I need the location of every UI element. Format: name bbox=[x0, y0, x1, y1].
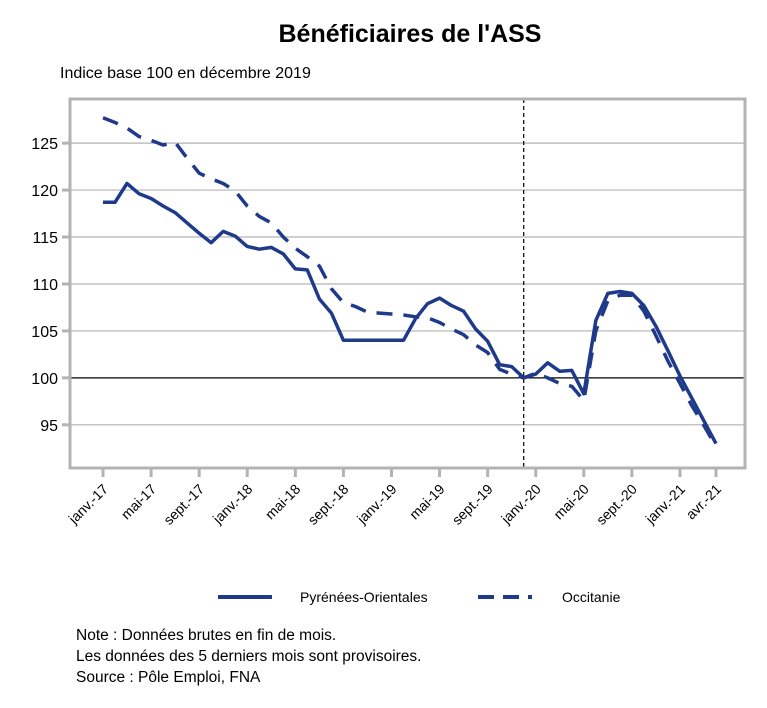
legend-label: Pyrénées-Orientales bbox=[300, 589, 428, 605]
x-tick-label: mai-17 bbox=[118, 481, 160, 523]
x-tick-label: janv.-18 bbox=[209, 481, 256, 528]
x-tick-label: janv.-19 bbox=[353, 481, 400, 528]
legend-label: Occitanie bbox=[562, 589, 621, 605]
y-axis: 95 100 105 110 115 120 125 bbox=[31, 136, 70, 435]
gridlines bbox=[70, 99, 745, 468]
y-tick-label: 95 bbox=[40, 418, 58, 435]
x-tick-label: mai-18 bbox=[262, 481, 304, 523]
note-text: Les données des 5 derniers mois sont pro… bbox=[76, 648, 422, 665]
x-tick-label: sept.-18 bbox=[304, 481, 351, 528]
x-tick-label: janv.-17 bbox=[65, 481, 112, 528]
note-text: Note : Données brutes en fin de mois. bbox=[76, 627, 337, 644]
y-tick-label: 115 bbox=[32, 230, 58, 247]
y-tick-label: 125 bbox=[31, 136, 58, 153]
series-lines bbox=[102, 116, 718, 448]
chart-title: Bénéficiaires de l'ASS bbox=[278, 20, 541, 48]
x-tick-label: sept.-19 bbox=[449, 481, 496, 528]
x-tick-label: mai-20 bbox=[550, 481, 592, 523]
series-line-occitanie bbox=[102, 116, 718, 448]
x-tick-label: mai-19 bbox=[406, 481, 448, 523]
source-text: Source : Pôle Emploi, FNA bbox=[76, 669, 261, 686]
y-tick-label: 100 bbox=[31, 371, 58, 388]
plot-frame bbox=[68, 97, 747, 470]
legend: Pyrénées-Orientales Occitanie bbox=[218, 589, 621, 605]
x-tick-label: sept.-17 bbox=[160, 481, 207, 528]
x-tick-label: sept.-20 bbox=[593, 481, 640, 528]
y-tick-label: 120 bbox=[31, 183, 58, 200]
y-tick-label: 110 bbox=[32, 277, 58, 294]
x-tick-label: avr.-21 bbox=[683, 481, 725, 523]
series-line-pyrenees-orientales bbox=[103, 181, 718, 445]
y-tick-label: 105 bbox=[31, 324, 58, 341]
chart-subtitle: Indice base 100 en décembre 2019 bbox=[60, 65, 311, 82]
x-axis: janv.-17 mai-17 sept.-17 janv.-18 mai-18 sept… bbox=[65, 468, 725, 528]
x-tick-label: janv.-21 bbox=[642, 481, 689, 528]
x-tick-label: janv.-20 bbox=[497, 481, 544, 528]
